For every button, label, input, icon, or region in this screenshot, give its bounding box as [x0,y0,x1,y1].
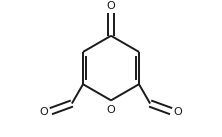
Text: O: O [107,1,115,11]
Text: O: O [107,105,115,115]
Text: O: O [40,107,48,117]
Text: O: O [174,107,182,117]
